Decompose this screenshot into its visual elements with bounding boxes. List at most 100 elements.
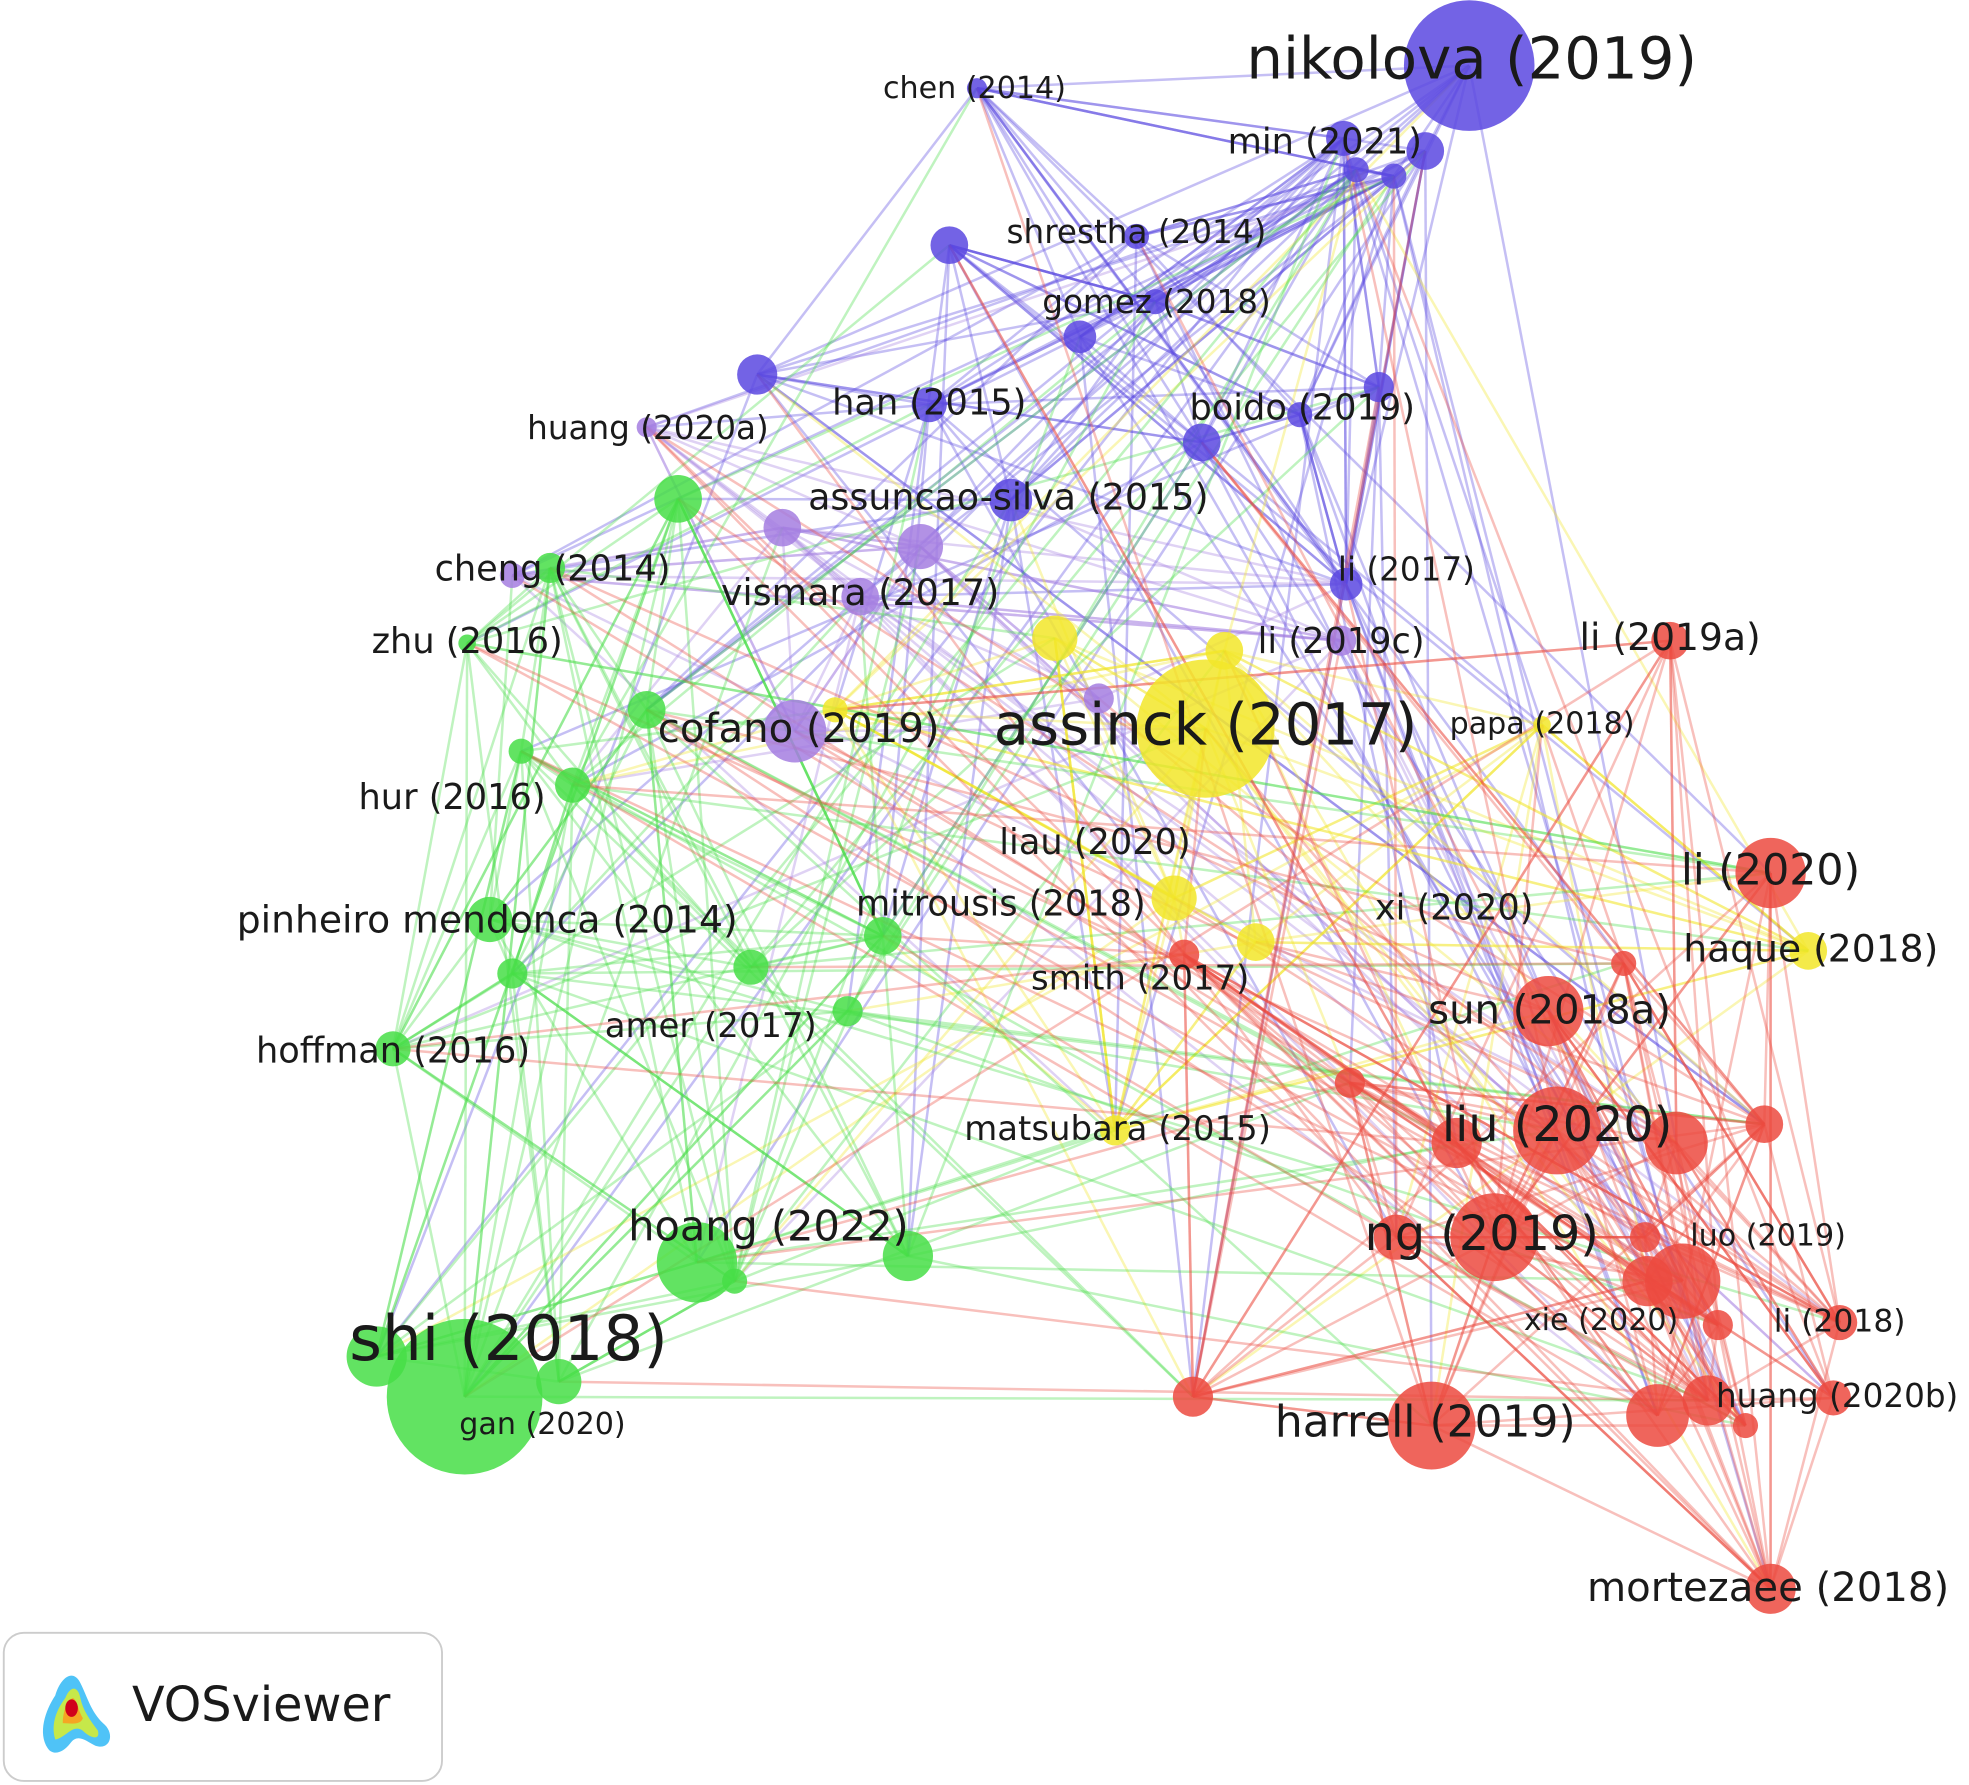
edge xyxy=(1493,1236,1709,1402)
edge xyxy=(646,403,930,429)
edge xyxy=(1224,649,1543,727)
edge xyxy=(1547,1010,1835,1399)
node xyxy=(1151,875,1197,921)
node-label: assinck (2017) xyxy=(994,690,1418,758)
edge xyxy=(646,708,1684,1283)
edge xyxy=(1183,953,1841,1324)
edge xyxy=(1191,150,1427,1397)
edge xyxy=(645,709,910,1257)
edge xyxy=(1675,1142,1841,1324)
node-label: chen (2014) xyxy=(883,71,1066,106)
edge xyxy=(1298,414,1348,585)
edge xyxy=(645,426,861,598)
edge xyxy=(392,1047,698,1264)
node xyxy=(536,1359,582,1405)
node-label: haque (2018) xyxy=(1683,926,1938,970)
edge xyxy=(948,244,1347,586)
edge xyxy=(391,643,469,1050)
edge xyxy=(781,526,1351,1084)
edge xyxy=(1136,174,1395,238)
node xyxy=(1450,1193,1539,1282)
edge xyxy=(696,1081,1351,1264)
edge xyxy=(859,595,1100,700)
edge xyxy=(1173,723,1543,900)
node-label: matsubara (2015) xyxy=(964,1109,1271,1148)
edge xyxy=(646,708,1709,1402)
edge xyxy=(1675,1142,1835,1399)
edge xyxy=(548,567,753,968)
node xyxy=(1236,923,1275,961)
edge xyxy=(512,498,1012,577)
edge xyxy=(695,150,1427,1264)
edge xyxy=(489,918,752,969)
edge xyxy=(1349,1081,1684,1283)
edge xyxy=(949,243,1156,303)
edge xyxy=(834,639,1671,712)
edge xyxy=(571,300,1157,787)
edge xyxy=(511,972,909,1258)
labels: nikolova (2019) min (2021) chen (2014) shre… xyxy=(237,25,1959,1611)
edge xyxy=(1668,640,1678,1144)
node-label: assuncao-silva (2015) xyxy=(808,475,1209,518)
edge xyxy=(1255,940,1549,1013)
edge xyxy=(1377,176,1396,388)
node-label: li (2018) xyxy=(1774,1304,1906,1340)
edge xyxy=(1377,387,1398,1238)
node-label: cofano (2019) xyxy=(658,706,940,752)
edge xyxy=(1136,174,1395,238)
edge xyxy=(859,595,1719,1327)
node-label: huang (2020b) xyxy=(1716,1377,1958,1415)
logo-icon xyxy=(42,1675,111,1753)
edge xyxy=(512,962,1624,975)
node xyxy=(1032,615,1078,661)
edge xyxy=(1395,724,1544,1238)
edge xyxy=(1114,949,1809,1132)
edge xyxy=(1204,727,1719,1326)
node-label: gomez (2018) xyxy=(1042,283,1271,321)
edge xyxy=(1183,953,1398,1238)
edge xyxy=(1191,386,1381,1397)
edge xyxy=(466,385,1380,645)
edge xyxy=(466,642,752,969)
edge xyxy=(1392,175,1710,1401)
edge xyxy=(928,235,1138,406)
node-label: smith (2017) xyxy=(1031,958,1249,997)
edge xyxy=(645,235,1138,711)
node xyxy=(1287,402,1313,428)
node xyxy=(508,738,534,764)
edge xyxy=(511,972,909,1258)
edge xyxy=(1392,176,1398,1238)
edge xyxy=(1114,941,1257,1132)
edge xyxy=(858,596,885,936)
edge xyxy=(1200,441,1625,965)
edge xyxy=(948,244,1301,416)
edge xyxy=(928,149,1426,406)
node xyxy=(1513,976,1584,1047)
node xyxy=(1136,659,1275,798)
edge xyxy=(1183,953,1649,1283)
node xyxy=(1182,423,1221,462)
node-label: hur (2016) xyxy=(359,777,546,818)
edge xyxy=(976,86,1344,140)
edge xyxy=(1342,138,1348,585)
edge xyxy=(756,174,1395,376)
edge xyxy=(1493,1236,1709,1402)
edge xyxy=(646,426,1342,642)
edge xyxy=(1763,873,1772,1125)
node xyxy=(737,354,778,395)
edge xyxy=(833,404,931,711)
edge xyxy=(519,750,736,1282)
edge xyxy=(1769,1322,1841,1590)
edge xyxy=(881,934,1116,1132)
edge xyxy=(1079,335,1203,444)
edge xyxy=(1183,953,1659,1417)
node xyxy=(1513,1086,1602,1175)
edge xyxy=(466,642,574,786)
edge xyxy=(782,526,921,548)
edge xyxy=(463,1010,849,1398)
edge xyxy=(756,373,930,406)
edge xyxy=(1355,169,1835,1399)
node xyxy=(1702,1310,1733,1341)
edge xyxy=(512,545,921,577)
